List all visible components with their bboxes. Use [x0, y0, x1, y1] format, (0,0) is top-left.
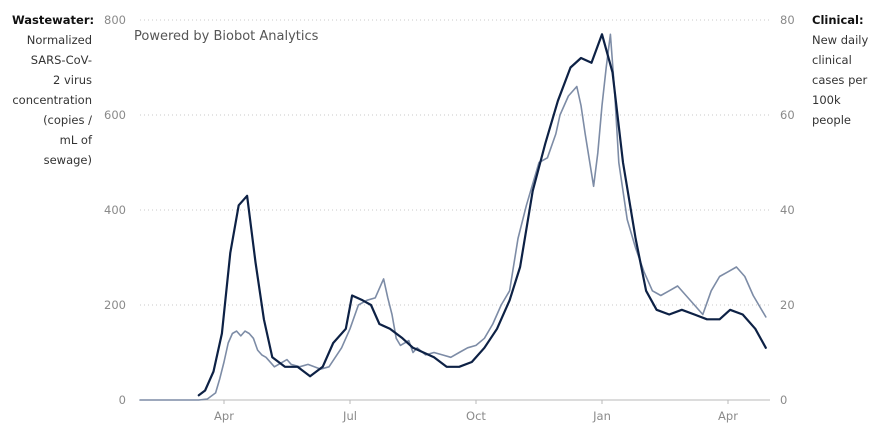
series: [139, 33, 767, 401]
grid: [140, 19, 770, 401]
y-left-tick-label: 800: [104, 13, 126, 27]
x-tick-label: Jul: [342, 409, 357, 423]
left-axis-label: Wastewater: Normalized SARS-CoV- 2 virus…: [12, 10, 95, 170]
right-axis-label-line: 100k: [812, 93, 841, 107]
right-axis-label-line: cases per: [812, 73, 868, 87]
right-axis-label-head: Clinical:: [812, 13, 864, 27]
right-axis-label-line: clinical: [812, 53, 852, 67]
x-tick-label: Jan: [592, 409, 611, 423]
left-axis-label-line: mL of: [59, 133, 92, 147]
y-left-tick-label: 0: [119, 393, 126, 407]
watermark-text: Powered by Biobot Analytics: [134, 29, 319, 44]
left-axis-label-line: concentration: [12, 93, 92, 107]
y-left-tick-label: 400: [104, 203, 126, 217]
clinical-cases-line: [197, 33, 767, 397]
y-right-tick-label: 60: [780, 108, 795, 122]
y-left-tick-label: 600: [104, 108, 126, 122]
left-axis-label-line: SARS-CoV-: [30, 53, 92, 67]
left-axis-label-line: 2 virus: [53, 73, 92, 87]
left-axis-label-head: Wastewater:: [12, 13, 95, 27]
right-axis-label-line: New daily: [812, 33, 869, 47]
y-right-tick-label: 40: [780, 203, 795, 217]
x-tick-label: Apr: [214, 409, 234, 423]
right-axis-label: Clinical: New daily clinical cases per 1…: [812, 10, 882, 130]
y-right-tick-label: 20: [780, 298, 795, 312]
left-axis-label-line: Normalized: [26, 33, 92, 47]
x-tick-label: Oct: [466, 409, 486, 423]
left-axis-label-line: (copies /: [43, 113, 92, 127]
left-axis-label-line: sewage): [43, 153, 92, 167]
x-tick-label: Apr: [718, 409, 738, 423]
y-right-tick-label: 80: [780, 13, 795, 27]
y-right-tick-label: 0: [780, 393, 787, 407]
x-tick-labels: Apr Jul Oct Jan Apr: [214, 400, 738, 423]
y-tick-labels: 0 200 400 600 800 0 20 40 60 80: [104, 13, 795, 407]
wastewater-concentration-line: [139, 33, 767, 401]
right-axis-label-line: people: [812, 113, 851, 127]
y-left-tick-label: 200: [104, 298, 126, 312]
